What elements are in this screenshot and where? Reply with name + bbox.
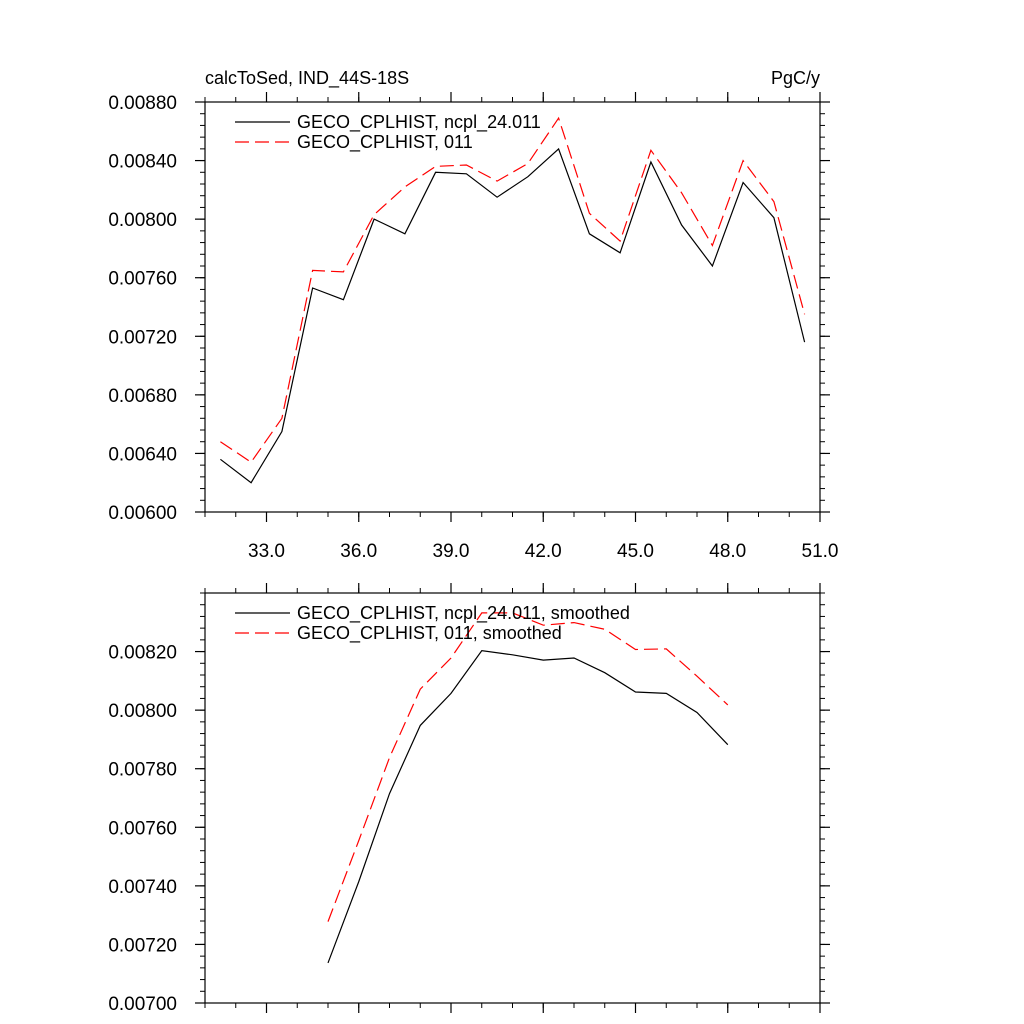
y-tick-label: 0.00700 — [108, 994, 177, 1015]
chart-title-left: calcToSed, IND_44S-18S — [205, 68, 409, 89]
y-tick-label: 0.00800 — [108, 701, 177, 722]
x-tick-label: 33.0 — [248, 541, 285, 562]
y-tick-label: 0.00760 — [108, 818, 177, 839]
legend-label-2: GECO_CPLHIST, 011 — [297, 132, 473, 153]
series-line-2 — [220, 116, 806, 464]
x-tick-label: 45.0 — [617, 541, 654, 562]
y-tick-label: 0.00740 — [108, 877, 177, 898]
legend-label-1: GECO_CPLHIST, ncpl_24.011 — [297, 112, 541, 133]
chart-panel-2: 0.00700 0.00720 0.00740 0.00760 0.00780 0.008… — [108, 583, 830, 1015]
y-tick-label: 0.00780 — [108, 760, 177, 781]
x-tick-label: 48.0 — [709, 541, 746, 562]
y-tick-label: 0.00820 — [108, 643, 177, 664]
y-tick-label: 0.00720 — [108, 935, 177, 956]
legend-label-1: GECO_CPLHIST, ncpl_24.011, smoothed — [297, 603, 630, 624]
y-tick-label: 0.00680 — [108, 386, 177, 407]
x-tick-label: 42.0 — [525, 541, 562, 562]
y-tick-label: 0.00880 — [108, 93, 177, 114]
y-tick-label: 0.00600 — [108, 503, 177, 524]
y-tick-label: 0.00840 — [108, 152, 177, 173]
y-tick-label: 0.00800 — [108, 210, 177, 231]
y-tick-label: 0.00640 — [108, 444, 177, 465]
series-line-1 — [327, 650, 729, 964]
chart-panel-1: 0.00600 0.00640 0.00680 0.00720 0.00760 0.008… — [108, 68, 838, 562]
chart-title-right: PgC/y — [771, 68, 820, 88]
x-tick-label: 51.0 — [802, 541, 839, 562]
y-tick-label: 0.00720 — [108, 327, 177, 348]
x-tick-label: 36.0 — [340, 541, 377, 562]
y-tick-label: 0.00760 — [108, 269, 177, 290]
x-tick-label: 39.0 — [433, 541, 470, 562]
legend-label-2: GECO_CPLHIST, 011, smoothed — [297, 623, 562, 644]
series-line-2 — [327, 612, 729, 922]
series-line-1 — [220, 147, 806, 484]
